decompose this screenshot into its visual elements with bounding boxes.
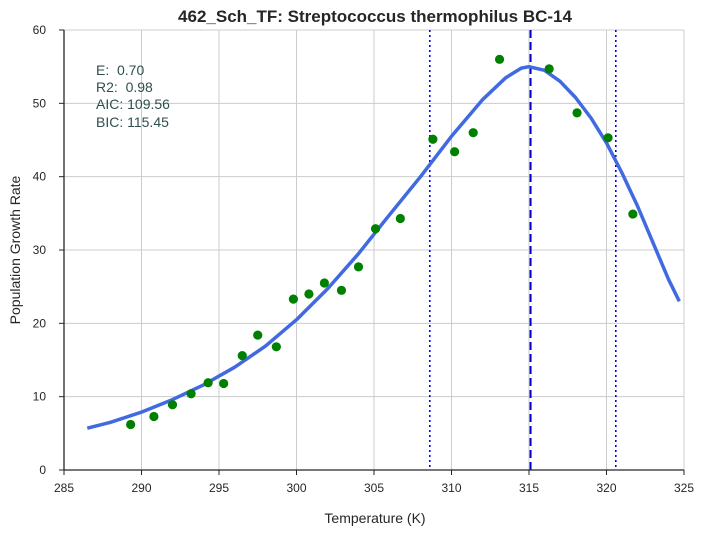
reference-lines [428, 30, 617, 470]
stat-aic: AIC: 109.56 [96, 96, 170, 112]
x-tick-label: 310 [441, 481, 461, 495]
data-point [149, 411, 159, 422]
data-point [319, 278, 329, 288]
y-tick-label: 10 [33, 390, 47, 404]
chart-title: 462_Sch_TF: Streptococcus thermophilus B… [178, 7, 572, 26]
data-point [336, 285, 347, 295]
x-tick-label: 295 [209, 481, 229, 495]
data-point [395, 213, 405, 224]
data-point [468, 128, 478, 138]
x-tick-label: 305 [364, 481, 384, 495]
data-point [167, 400, 178, 410]
x-tick-label: 320 [596, 481, 616, 495]
data-point [288, 294, 298, 304]
tick-labels-layer: 285 290 295 300 305 310 315 320 325 0 10 20 30 40 50 60 [33, 23, 695, 495]
y-tick-label: 20 [33, 316, 47, 330]
stat-e: E: 0.70 [96, 62, 144, 78]
data-point [353, 262, 364, 272]
data-point [450, 147, 460, 157]
fit-statistics: E: 0.70 R2: 0.98 AIC: 109.56 BIC: 115.45 [96, 62, 170, 130]
y-axis-label: Population Growth Rate [7, 175, 23, 324]
data-point [203, 378, 213, 388]
data-point [237, 351, 247, 361]
y-tick-label: 60 [33, 23, 47, 37]
stat-r2: R2: 0.98 [96, 79, 153, 95]
data-point [494, 54, 505, 64]
x-tick-label: 290 [131, 481, 151, 495]
stat-bic: BIC: 115.45 [96, 114, 169, 130]
fit-curve [86, 64, 681, 430]
data-point [219, 378, 229, 389]
data-point [428, 134, 438, 144]
x-tick-label: 285 [54, 481, 74, 495]
y-tick-label: 0 [39, 463, 46, 477]
fit-curve-layer [86, 64, 681, 430]
data-point [186, 389, 196, 399]
data-point [370, 224, 381, 234]
x-tick-label: 300 [286, 481, 306, 495]
data-point [271, 342, 281, 352]
data-point [253, 330, 263, 340]
data-point [304, 289, 314, 299]
x-tick-label: 325 [674, 481, 694, 495]
axes-layer [59, 29, 685, 475]
data-point [544, 64, 554, 74]
y-tick-label: 30 [33, 243, 47, 257]
data-point [603, 133, 613, 143]
data-point [628, 209, 638, 219]
x-axis-label: Temperature (K) [324, 510, 425, 526]
y-tick-label: 50 [33, 96, 47, 110]
data-point [572, 108, 582, 118]
x-tick-label: 315 [519, 481, 539, 495]
data-points-layer [126, 54, 638, 430]
data-point [126, 419, 136, 430]
y-tick-label: 40 [33, 170, 47, 184]
